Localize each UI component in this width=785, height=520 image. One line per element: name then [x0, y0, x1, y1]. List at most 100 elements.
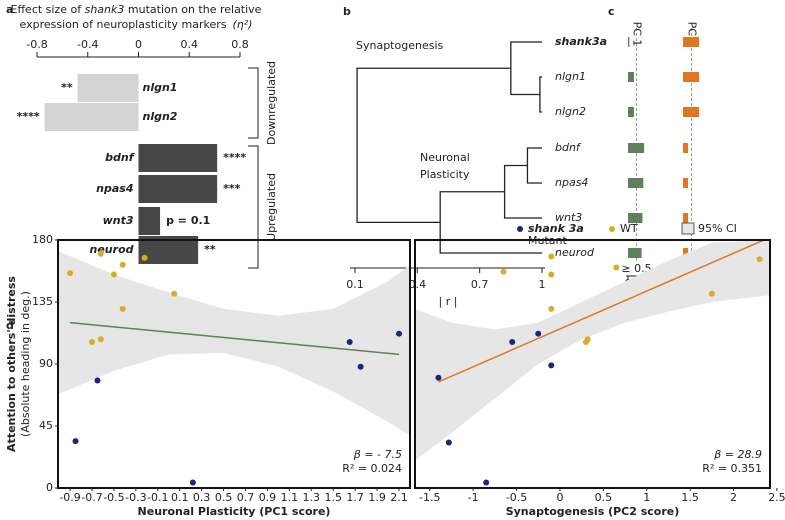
- leaf-label: neurod: [555, 246, 595, 259]
- fit-line: [69, 321, 400, 356]
- x-tick-label: -0.9: [59, 491, 80, 504]
- legend-marker: [609, 226, 615, 232]
- panel-letter: d: [6, 319, 14, 332]
- data-point: [67, 270, 74, 277]
- x-tick-label: -0.1: [147, 491, 168, 504]
- bracket: [248, 67, 259, 139]
- data-point: [548, 271, 555, 278]
- title-part: expression of neuroplasticity markers: [20, 18, 227, 31]
- category-label: nlgn2: [143, 110, 178, 123]
- dendrogram-link: [439, 191, 542, 254]
- x-tick-label: 0: [556, 491, 563, 504]
- loading-bar: [683, 143, 689, 153]
- data-point: [119, 261, 126, 268]
- stat-label: R² = 0.024: [342, 462, 402, 475]
- x-tick-label: -0.7: [81, 491, 102, 504]
- threshold-label: ≥ 0.5: [621, 262, 651, 275]
- category-label: npas4: [96, 182, 133, 195]
- dendrogram-link: [510, 41, 542, 96]
- y-tick-label: 180: [32, 233, 53, 246]
- x-tick-label: 1: [643, 491, 650, 504]
- loading-bar: [683, 37, 700, 47]
- x-tick-label: 0.4: [409, 278, 427, 291]
- x-tick-label: 2: [730, 491, 737, 504]
- data-point: [535, 330, 542, 337]
- data-point: [357, 363, 364, 370]
- leaf-label: nlgn1: [555, 70, 586, 83]
- cluster-label: Neuronal: [420, 151, 470, 164]
- y-tick-label: 135: [32, 295, 53, 308]
- x-tick-label: 0.1: [346, 278, 364, 291]
- data-point: [445, 439, 452, 446]
- stat-label: β = - 7.5: [353, 448, 402, 461]
- title-part: mutation on the relative: [124, 3, 261, 16]
- panel-title: expression of neuroplasticity markers (η²…: [20, 18, 253, 31]
- cluster-label: Plasticity: [420, 168, 470, 181]
- x-tick-label: 0.3: [193, 491, 211, 504]
- leaf-label: npas4: [555, 176, 588, 189]
- data-point: [97, 336, 104, 343]
- data-point: [483, 479, 490, 486]
- data-point: [119, 305, 126, 312]
- data-point: [548, 362, 555, 369]
- data-point: [189, 479, 196, 486]
- title-part: Effect size of: [11, 3, 85, 16]
- x-tick-label: -1.5: [419, 491, 440, 504]
- dendrogram-link: [356, 67, 511, 224]
- legend-label: 95% CI: [698, 222, 737, 235]
- bar: [44, 103, 139, 131]
- stat-label: R² = 0.351: [702, 462, 762, 475]
- legend-marker: [517, 226, 523, 232]
- legend-label: WT: [620, 222, 638, 235]
- dendrogram-link: [503, 164, 542, 219]
- x-tick-label: 1.5: [681, 491, 699, 504]
- series-label: PC 1: [631, 22, 644, 47]
- loading-bar: [683, 107, 700, 117]
- panel-title: Effect size of shank3 mutation on the re…: [11, 3, 262, 16]
- x-tick-label: 0.5: [215, 491, 233, 504]
- bracket: [248, 145, 259, 269]
- data-point: [435, 374, 442, 381]
- x-axis-label: | r |: [439, 295, 458, 308]
- x-tick-label: 0.4: [181, 38, 199, 51]
- group-label: Upregulated: [265, 173, 278, 241]
- bar: [138, 144, 218, 172]
- x-tick-label: -0.8: [26, 38, 47, 51]
- y-tick-label: 0: [46, 481, 53, 494]
- annotation: ****: [17, 110, 40, 123]
- x-tick-label: -1: [468, 491, 479, 504]
- x-tick-label: 1: [539, 278, 546, 291]
- confidence-band: [58, 251, 410, 436]
- data-point: [346, 338, 353, 345]
- annotation: ***: [223, 182, 241, 195]
- x-tick-label: 0.5: [595, 491, 613, 504]
- category-label: wnt3: [103, 214, 134, 227]
- data-point: [171, 290, 178, 297]
- data-point: [500, 268, 507, 275]
- x-axis-label: Neuronal Plasticity (PC1 score): [138, 505, 331, 518]
- loading-bar: [628, 248, 642, 258]
- annotation: p = 0.1: [166, 214, 210, 227]
- x-tick-label: 1.9: [368, 491, 386, 504]
- bar: [138, 175, 218, 203]
- panel-letter: c: [608, 5, 615, 18]
- x-tick-label: -0.4: [77, 38, 98, 51]
- legend-label: shank 3a: [528, 222, 584, 235]
- x-tick-label: 0: [135, 38, 142, 51]
- data-point: [88, 338, 95, 345]
- dendrogram-link: [539, 76, 542, 113]
- bar: [138, 207, 161, 235]
- loading-bar: [628, 37, 630, 47]
- data-point: [141, 254, 148, 261]
- x-tick-label: -0.5: [506, 491, 527, 504]
- data-point: [396, 330, 403, 337]
- fit-line: [438, 240, 765, 383]
- panel-letter: a: [6, 3, 13, 16]
- data-point: [756, 256, 763, 263]
- cluster-label: Synaptogenesis: [356, 39, 444, 52]
- data-point: [110, 271, 117, 278]
- data-point: [708, 290, 715, 297]
- category-label: bdnf: [105, 151, 135, 164]
- loading-bar: [683, 72, 700, 82]
- y-axis-label: (Absolute heading in deg.): [19, 291, 32, 437]
